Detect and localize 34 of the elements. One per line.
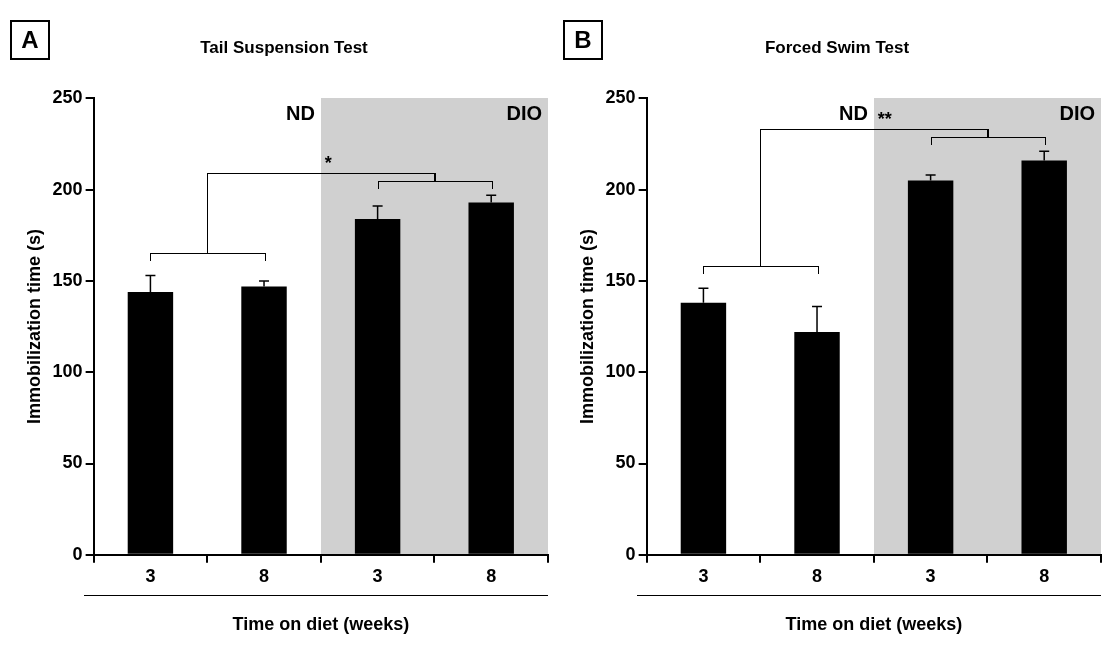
- x-tick-label: 3: [145, 565, 156, 586]
- text: B: [563, 20, 603, 60]
- y-tick-label: 200: [605, 178, 636, 199]
- y-axis-title: Immobilization time (s): [23, 229, 44, 425]
- y-tick-label: 100: [52, 361, 83, 382]
- y-tick-label: 50: [615, 452, 636, 473]
- text: A: [10, 20, 50, 60]
- y-tick-label: 250: [52, 87, 83, 108]
- y-tick-label: 200: [52, 178, 83, 199]
- chart-title: Forced Swim Test: [764, 37, 910, 57]
- x-tick-label: 3: [372, 565, 383, 586]
- x-tick-label: 8: [259, 565, 270, 586]
- y-tick-label: 50: [62, 452, 83, 473]
- y-tick-label: 250: [605, 87, 636, 108]
- y-tick-label: 150: [52, 269, 83, 290]
- y-tick-label: 150: [605, 269, 636, 290]
- x-tick-label: 8: [486, 565, 497, 586]
- annotation: *: [324, 153, 332, 175]
- x-axis-title: Time on diet (weeks): [785, 614, 963, 635]
- annotation: ND: [285, 102, 315, 126]
- y-tick-label: 0: [72, 543, 83, 564]
- x-axis-title: Time on diet (weeks): [232, 614, 410, 635]
- annotation: DIO: [1059, 102, 1095, 126]
- annotation: DIO: [506, 102, 542, 126]
- y-axis-title: Immobilization time (s): [576, 229, 597, 425]
- y-tick-label: 100: [605, 361, 636, 382]
- y-tick-label: 0: [625, 543, 636, 564]
- x-tick-label: 3: [698, 565, 709, 586]
- annotation: ND: [838, 102, 868, 126]
- x-tick-label: 8: [1039, 565, 1050, 586]
- x-tick-label: 8: [812, 565, 823, 586]
- annotation: **: [877, 109, 892, 131]
- x-tick-label: 3: [925, 565, 936, 586]
- chart-title: Tail Suspension Test: [200, 37, 369, 57]
